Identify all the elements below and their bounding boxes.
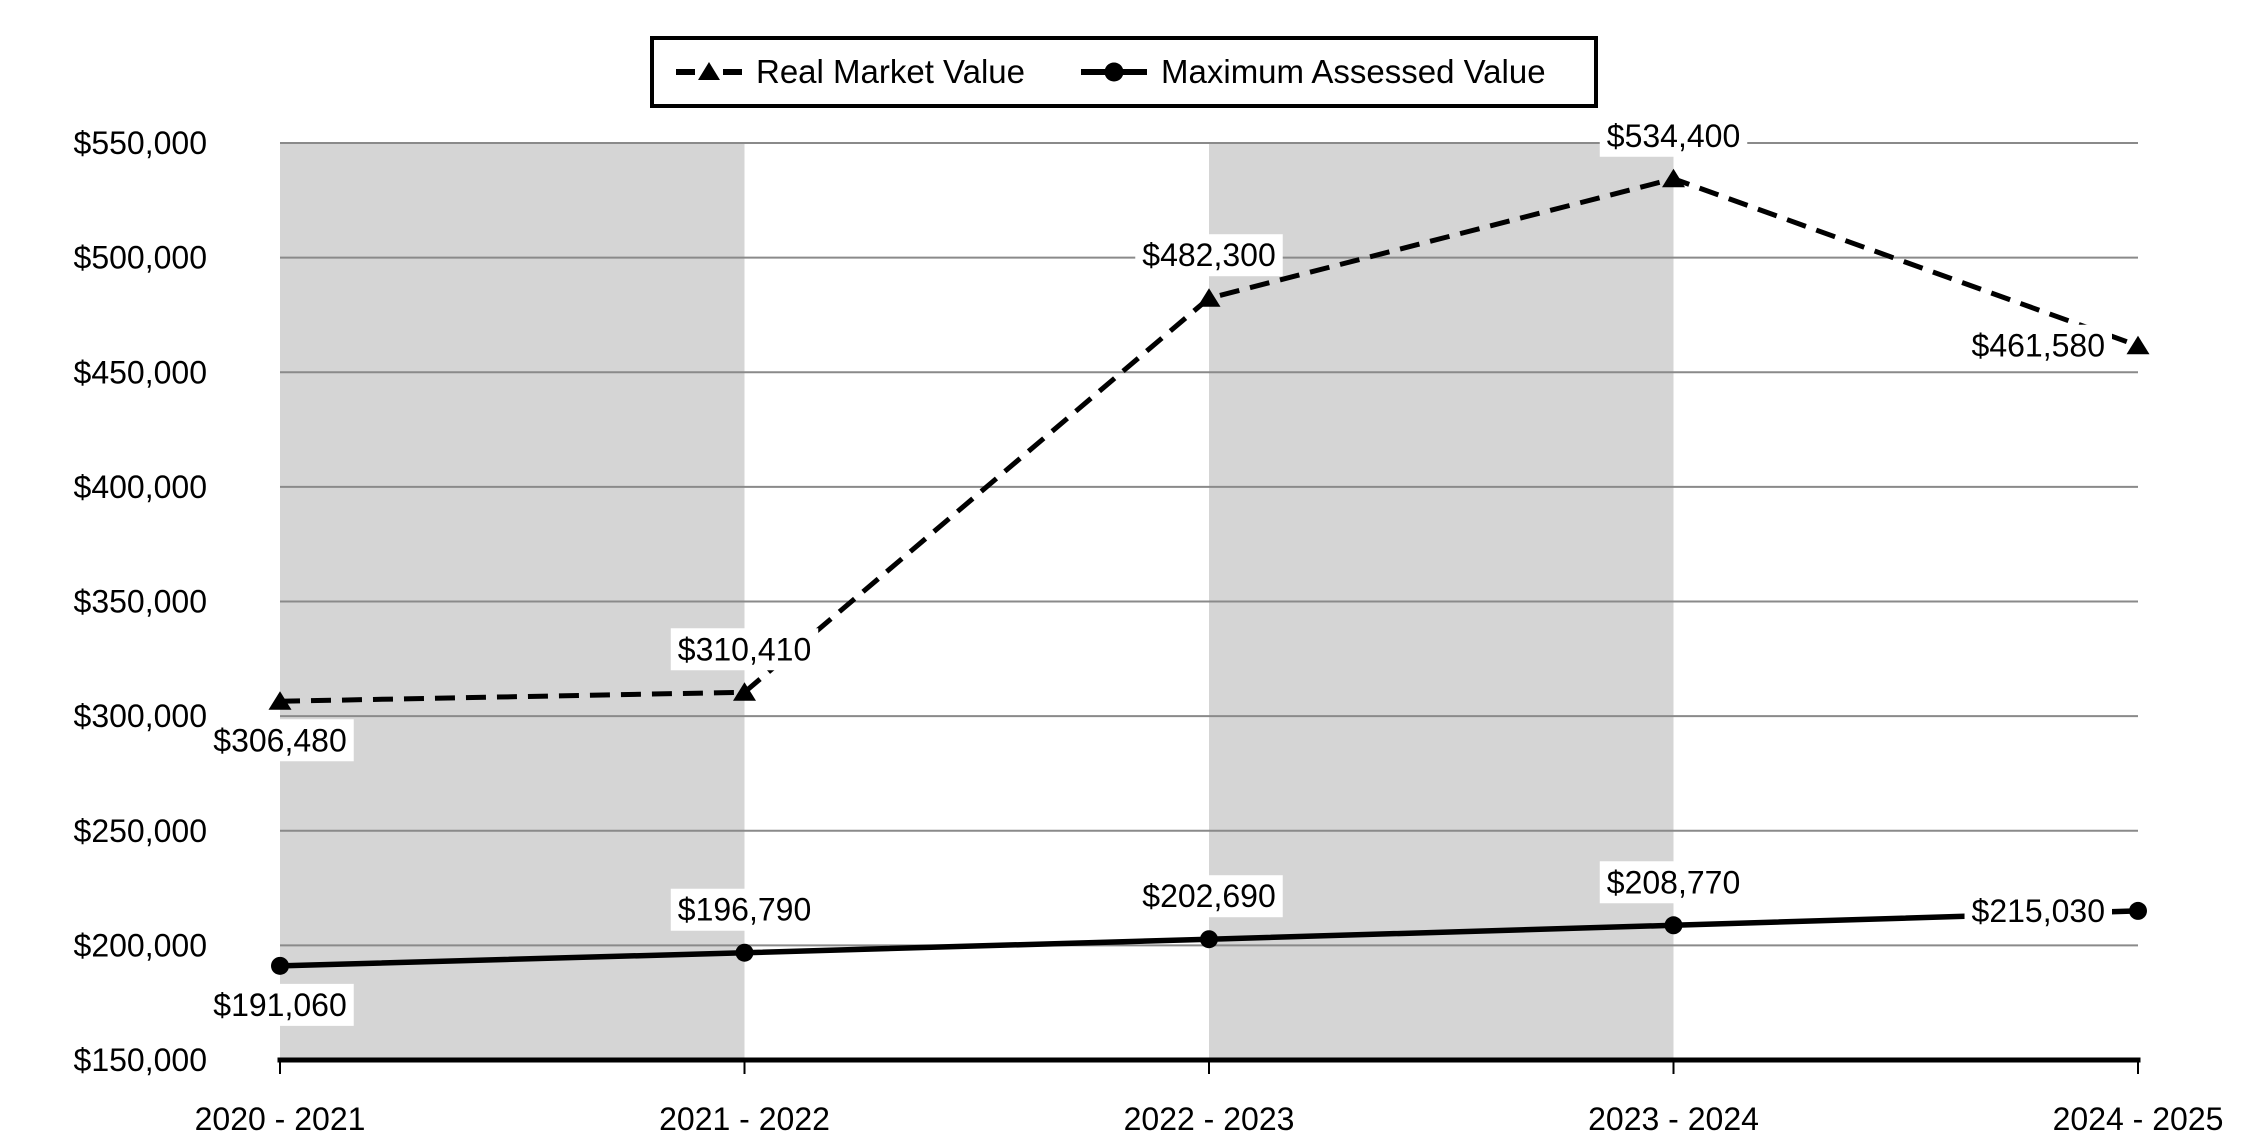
x-axis-tick-label: 2023 - 2024	[1588, 1101, 1759, 1137]
data-label-bg	[670, 888, 819, 931]
data-point-marker-triangle	[268, 691, 292, 710]
x-axis-tick-label: 2020 - 2021	[195, 1101, 366, 1137]
legend-item-real-market-value: Real Market Value	[676, 53, 1025, 91]
data-point-marker-circle	[735, 943, 754, 962]
y-axis-tick-label: $150,000	[74, 1042, 207, 1078]
data-label: $191,060	[213, 987, 346, 1023]
data-label: $461,580	[1972, 328, 2105, 364]
data-point-marker-triangle	[733, 682, 756, 701]
data-point-marker-triangle	[1662, 168, 1685, 188]
y-axis-tick-label: $500,000	[74, 240, 207, 276]
data-point-marker-circle	[2129, 901, 2147, 920]
y-axis-tick-label: $250,000	[74, 813, 207, 849]
data-label: $534,400	[1607, 118, 1740, 154]
data-label-bg	[1135, 875, 1283, 918]
data-label: $310,410	[678, 631, 811, 667]
data-label: $482,300	[1142, 237, 1275, 273]
data-label-bg	[1599, 861, 1748, 904]
dashed-line-triangle-marker-icon	[676, 62, 742, 80]
y-axis-tick-label: $200,000	[74, 927, 207, 963]
solid-line-circle-marker-icon	[1081, 62, 1148, 82]
data-point-marker-circle	[1200, 930, 1218, 949]
data-label-bg	[1599, 114, 1748, 157]
data-label-bg	[206, 983, 354, 1026]
y-axis-tick-label: $300,000	[74, 698, 207, 734]
data-point-marker-triangle	[1197, 288, 1221, 307]
y-axis-tick-label: $550,000	[74, 125, 207, 161]
data-point-marker-circle	[271, 956, 289, 975]
x-axis-tick-label: 2022 - 2023	[1124, 1101, 1295, 1137]
legend-label-real-market-value: Real Market Value	[756, 53, 1026, 90]
data-point-marker-triangle	[2126, 335, 2150, 355]
y-axis-tick-label: $450,000	[74, 354, 207, 390]
data-label-bg	[1964, 889, 2112, 932]
y-axis-tick-label: $400,000	[74, 469, 207, 505]
data-label: $202,690	[1142, 878, 1275, 914]
legend-item-maximum-assessed-value: Maximum Assessed Value	[1081, 53, 1546, 91]
x-axis-tick-label: 2021 - 2022	[659, 1101, 830, 1137]
data-label: $208,770	[1607, 864, 1740, 900]
data-label-bg	[206, 719, 354, 762]
data-point-marker-circle	[1664, 916, 1683, 935]
data-label-bg	[670, 628, 819, 671]
data-label: $306,480	[213, 722, 346, 758]
legend-label-maximum-assessed-value: Maximum Assessed Value	[1161, 53, 1546, 90]
x-axis-tick-label: 2024 - 2025	[2053, 1101, 2224, 1137]
legend: Real Market Value Maximum Assessed Value	[650, 36, 1598, 108]
data-label-bg	[1135, 234, 1283, 277]
y-axis-tick-label: $350,000	[74, 584, 207, 620]
data-label-bg	[1964, 324, 2112, 367]
data-label: $215,030	[1972, 893, 2105, 929]
data-label: $196,790	[678, 892, 811, 928]
